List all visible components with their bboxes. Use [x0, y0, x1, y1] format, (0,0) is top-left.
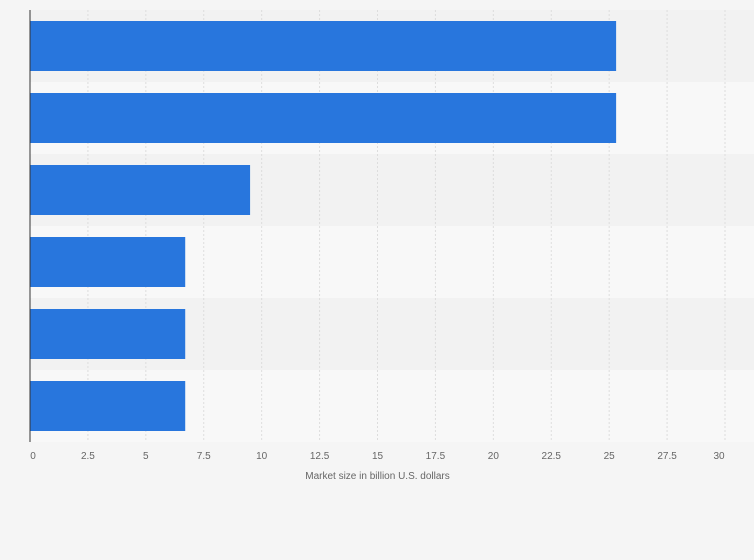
x-tick-label: 17.5: [426, 451, 446, 462]
x-tick-label: 27.5: [657, 451, 677, 462]
x-tick-label: 7.5: [197, 451, 211, 462]
bar: [30, 21, 617, 71]
x-tick-label: 10: [256, 451, 268, 462]
x-tick-label: 20: [488, 451, 500, 462]
bar: [30, 93, 617, 143]
bars: [30, 21, 617, 431]
x-tick-label: 22.5: [542, 451, 562, 462]
x-tick-label: 0: [30, 451, 36, 462]
x-tick-label: 5: [143, 451, 149, 462]
row-bands: [30, 10, 754, 442]
x-tick-label: 30: [713, 451, 725, 462]
x-tick-label: 2.5: [81, 451, 95, 462]
x-tick-label: 25: [604, 451, 616, 462]
x-tick-label: 15: [372, 451, 384, 462]
bar: [30, 165, 251, 215]
x-axis-ticks: 0 2.5 5 7.5 10 12.5 15 17.5 20 22.5 25 27.5 30: [30, 451, 725, 462]
x-tick-label: 12.5: [310, 451, 330, 462]
gridlines: [87, 10, 726, 442]
bar: [30, 309, 186, 359]
bar: [30, 381, 186, 431]
x-axis-title: Market size in billion U.S. dollars: [305, 471, 450, 482]
bar: [30, 237, 186, 287]
